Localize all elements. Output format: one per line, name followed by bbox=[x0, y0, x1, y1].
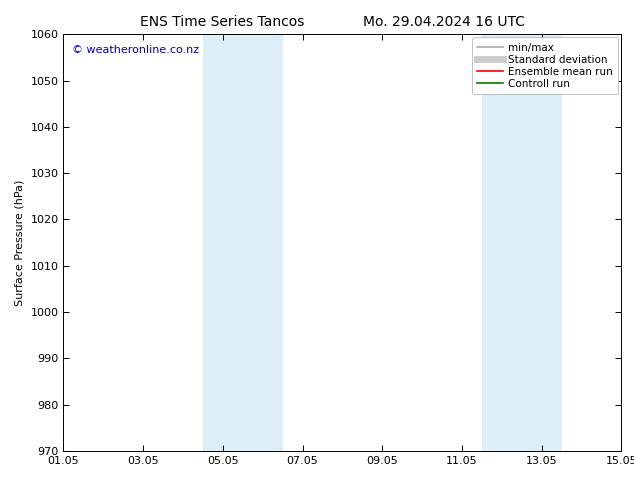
Text: Mo. 29.04.2024 16 UTC: Mo. 29.04.2024 16 UTC bbox=[363, 15, 525, 29]
Y-axis label: Surface Pressure (hPa): Surface Pressure (hPa) bbox=[15, 179, 25, 306]
Text: ENS Time Series Tancos: ENS Time Series Tancos bbox=[139, 15, 304, 29]
Bar bbox=[482, 34, 562, 451]
Bar bbox=[203, 34, 283, 451]
Text: © weatheronline.co.nz: © weatheronline.co.nz bbox=[72, 45, 199, 55]
Legend: min/max, Standard deviation, Ensemble mean run, Controll run: min/max, Standard deviation, Ensemble me… bbox=[472, 37, 618, 94]
